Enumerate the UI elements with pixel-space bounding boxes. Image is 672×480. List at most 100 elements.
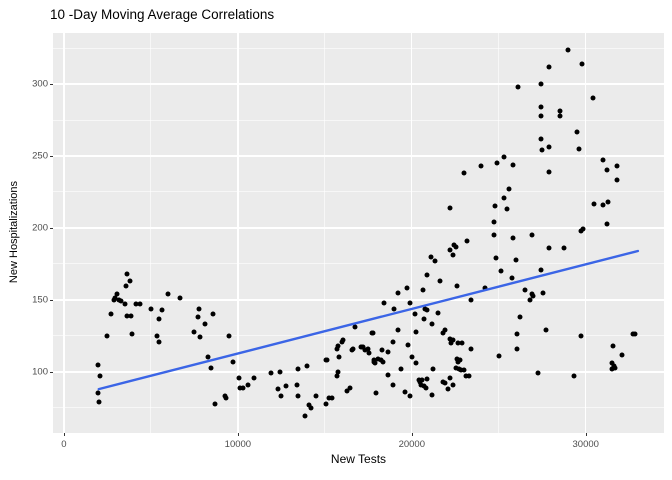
x-minor-gridline [150,33,152,433]
y-major-gridline [53,155,664,157]
data-point [543,327,549,333]
data-point [350,346,356,352]
data-point [362,347,368,353]
data-point [466,373,472,379]
data-point [324,357,330,363]
data-point [529,232,535,238]
y-minor-gridline [53,407,664,409]
data-point [124,313,130,319]
y-tick-mark [50,156,53,158]
data-point [604,167,610,173]
data-point [313,393,319,399]
data-point [191,329,197,335]
data-point [609,360,615,366]
data-point [501,154,507,160]
data-point [514,331,520,337]
data-point [154,333,160,339]
data-point [456,366,462,372]
data-point [404,285,410,291]
x-tick-mark [411,433,413,436]
data-point [424,272,430,278]
data-point [413,329,419,335]
y-tick-label: 250 [32,150,48,162]
trend-line [97,249,640,391]
data-point [437,278,443,284]
data-point [492,203,498,209]
data-point [538,81,543,87]
data-point [275,386,281,392]
data-point [95,362,101,368]
data-point [517,314,523,320]
data-point [395,327,401,333]
data-point [580,226,586,232]
data-point [240,385,246,391]
data-point [538,113,543,119]
trend-line-segment [97,249,640,391]
data-point [557,108,563,114]
data-point [245,382,251,388]
data-point [295,393,301,399]
data-point [522,287,528,293]
y-minor-gridline [53,335,664,337]
data-point [600,202,606,208]
x-tick-label: 0 [61,439,67,450]
data-point [340,337,346,343]
data-point [423,385,429,391]
y-tick-mark [50,227,53,229]
data-point [165,291,171,297]
data-point [112,295,118,301]
data-point [435,310,441,316]
data-point [447,375,453,381]
data-point [494,160,500,166]
data-point [334,373,340,379]
data-point [561,245,567,251]
data-point [632,331,638,337]
data-point [96,399,102,405]
data-point [509,275,515,281]
data-point [373,390,379,396]
y-minor-gridline [53,47,664,49]
data-point [236,375,242,381]
data-point [530,293,536,299]
y-major-gridline [53,83,664,85]
data-point [514,346,520,352]
data-point [491,219,497,225]
data-point [148,306,154,312]
data-point [205,354,211,360]
x-tick-mark [237,433,239,436]
data-point [395,290,401,296]
data-point [302,413,308,419]
data-point [482,285,488,291]
data-point [515,84,521,90]
data-point [304,363,310,369]
data-point [527,297,533,303]
data-point [510,162,516,168]
data-point [571,373,577,379]
data-point [619,352,625,358]
data-point [398,366,404,372]
x-major-gridline [63,33,65,433]
data-point [498,268,504,274]
y-tick-label: 100 [32,366,48,378]
data-point [156,339,162,345]
data-point [459,340,465,346]
data-point [419,377,425,383]
data-point [504,206,510,212]
y-minor-gridline [53,263,664,265]
data-point [501,195,507,201]
data-point [370,330,376,336]
data-point [336,354,342,360]
data-point [461,367,467,373]
data-point [195,314,201,320]
data-point [385,372,391,378]
data-point [493,255,499,261]
data-point [610,343,616,349]
data-point [405,342,411,347]
data-point [546,169,552,175]
data-point [450,337,456,343]
data-point [133,301,139,307]
data-point [335,343,341,349]
data-point [455,340,461,346]
data-point [430,366,436,372]
data-point [381,300,387,306]
